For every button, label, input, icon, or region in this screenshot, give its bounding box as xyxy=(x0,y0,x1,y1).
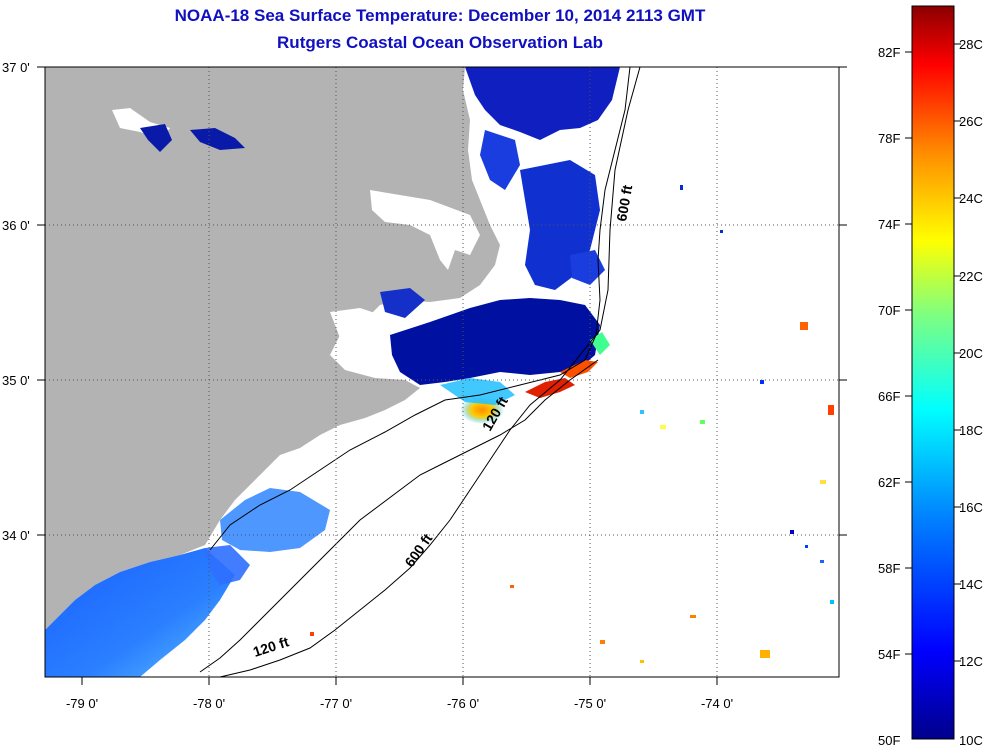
colorbar-f-label: 66F xyxy=(878,389,900,404)
colorbar-c-label: 16C xyxy=(959,500,983,515)
contour-600ft xyxy=(219,66,641,678)
lat-label: 36 0' xyxy=(2,218,30,233)
colorbar-f-label: 58F xyxy=(878,561,900,576)
lat-label: 37 0' xyxy=(2,60,30,75)
colorbar-f-label: 74F xyxy=(878,217,900,232)
colorbar-c-label: 12C xyxy=(959,654,983,669)
sound-water xyxy=(330,308,390,338)
sst-cold-patches xyxy=(140,67,620,385)
sound-water xyxy=(370,190,480,270)
colorbar-c-label: 14C xyxy=(959,577,983,592)
lat-label: 34 0' xyxy=(2,528,30,543)
coastline xyxy=(209,66,631,551)
lon-label: -78 0' xyxy=(193,696,225,711)
lat-label: 35 0' xyxy=(2,373,30,388)
lon-label: -79 0' xyxy=(66,696,98,711)
colorbar-f-label: 54F xyxy=(878,647,900,662)
contour-120ft xyxy=(199,359,599,673)
colorbar-c-label: 18C xyxy=(959,423,983,438)
colorbar-c-label: 10C xyxy=(959,733,983,748)
map-title: NOAA-18 Sea Surface Temperature: Decembe… xyxy=(174,6,706,25)
colorbar-c-label: 26C xyxy=(959,114,983,129)
contour-label-600ft-north: 600 ft xyxy=(613,183,635,222)
lon-label: -76 0' xyxy=(447,696,479,711)
map-grid xyxy=(45,67,839,677)
colorbar-c-label: 22C xyxy=(959,269,983,284)
colorbar-c-label: 20C xyxy=(959,346,983,361)
colorbar-ticks xyxy=(905,43,961,662)
colorbar-f-label: 82F xyxy=(878,45,900,60)
axis-ticks xyxy=(37,66,847,685)
colorbar xyxy=(911,5,955,740)
lon-label: -77 0' xyxy=(320,696,352,711)
colorbar-f-label: 50F xyxy=(878,733,900,748)
lon-label: -74 0' xyxy=(701,696,733,711)
colorbar-c-label: 24C xyxy=(959,191,983,206)
sst-scatter xyxy=(310,185,834,663)
colorbar-c-label: 28C xyxy=(959,37,983,52)
sst-south-region xyxy=(45,548,235,677)
map-subtitle: Rutgers Coastal Ocean Observation Lab xyxy=(277,33,603,52)
colorbar-f-label: 78F xyxy=(878,131,900,146)
colorbar-f-label: 62F xyxy=(878,475,900,490)
sst-south-region-3 xyxy=(205,545,250,585)
lon-label: -75 0' xyxy=(574,696,606,711)
colorbar-f-label: 70F xyxy=(878,303,900,318)
sst-south-region-2 xyxy=(220,488,330,552)
